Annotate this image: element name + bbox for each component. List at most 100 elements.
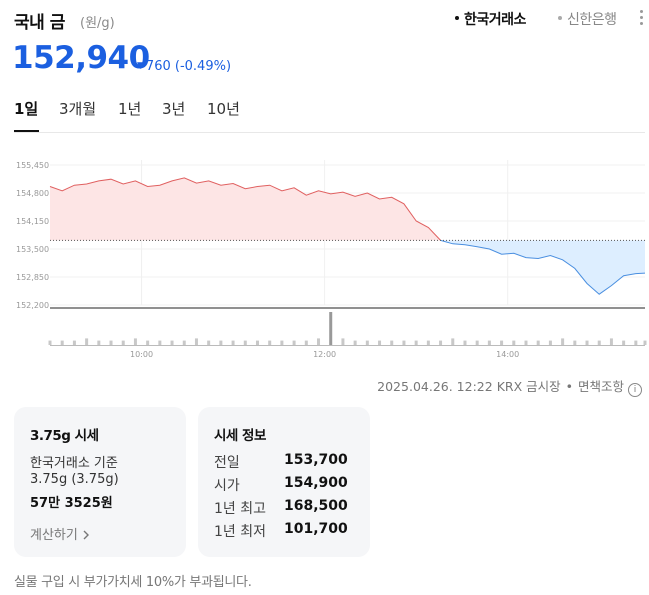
- price-info-card: 시세 정보 전일 153,700 시가 154,900 1년 최고 168,50…: [198, 407, 370, 557]
- market-name: KRX 금시장: [496, 379, 561, 394]
- up-area: [50, 177, 441, 241]
- source-tab-krx[interactable]: 한국거래소: [455, 9, 526, 29]
- volume-bar: [643, 340, 647, 345]
- volume-bar: [561, 338, 565, 345]
- volume-bar: [487, 340, 491, 345]
- volume-bar: [219, 340, 223, 345]
- volume-bar: [622, 340, 626, 345]
- volume-bar: [341, 338, 345, 345]
- volume-bar: [48, 340, 52, 345]
- source-label: 한국거래소: [464, 12, 526, 28]
- disclaimer-link[interactable]: 면책조항: [577, 379, 624, 394]
- calculate-label: 계산하기: [30, 528, 78, 543]
- tabs-divider: [14, 132, 645, 133]
- more-options-icon[interactable]: [640, 10, 644, 28]
- volume-bar: [439, 340, 443, 345]
- volume-bar: [158, 340, 162, 345]
- volume-bar: [243, 340, 247, 345]
- timestamp: 2025.04.26. 12:22: [377, 379, 493, 394]
- separator: •: [565, 379, 573, 394]
- y-tick-label: 155,450: [16, 161, 49, 170]
- volume-bar: [402, 340, 406, 345]
- volume-bar: [500, 340, 504, 345]
- volume-bar: [121, 340, 125, 345]
- volume-bar: [170, 340, 174, 345]
- volume-bar: [426, 340, 430, 345]
- x-tick-label: 10:00: [130, 350, 153, 359]
- volume-bar: [255, 340, 259, 345]
- volume-bar: [573, 340, 577, 345]
- year-high-label: 1년 최고: [214, 501, 266, 517]
- up-line: [49, 177, 441, 241]
- tab-3y[interactable]: 3년: [162, 100, 186, 118]
- prev-close-value: 153,700: [284, 452, 348, 468]
- y-tick-label: 154,800: [16, 189, 49, 198]
- volume-bar: [133, 338, 137, 345]
- open-value: 154,900: [284, 475, 348, 491]
- volume-bar: [536, 340, 540, 345]
- tab-1d[interactable]: 1일: [14, 100, 39, 118]
- down-line: [440, 239, 646, 295]
- source-tab-shinhan[interactable]: 신한은행: [558, 9, 617, 29]
- weight-text: 3.75g (3.75g): [30, 472, 119, 487]
- volume-bar: [329, 312, 333, 345]
- volume-bar: [414, 340, 418, 345]
- tab-1y[interactable]: 1년: [118, 100, 142, 118]
- active-tab-indicator: [14, 130, 39, 132]
- year-high-value: 168,500: [284, 498, 348, 514]
- open-label: 시가: [214, 478, 240, 494]
- volume-bar: [634, 340, 638, 345]
- x-tick-label: 12:00: [313, 350, 336, 359]
- current-price: 152,940: [12, 40, 150, 76]
- unit-price-card: 3.75g 시세 한국거래소 기준 3.75g (3.75g) 57만 3525…: [14, 407, 186, 557]
- volume-bar: [72, 340, 76, 345]
- chevron-right-icon: [83, 530, 89, 540]
- down-arrow-icon: ▼: [137, 61, 144, 71]
- volume-bar: [353, 340, 357, 345]
- volume-bar: [85, 338, 89, 345]
- y-tick-label: 152,850: [16, 273, 49, 282]
- tab-10y[interactable]: 10년: [207, 100, 240, 118]
- price-chart[interactable]: 155,450 154,800 154,150 153,500 152,850 152,2…: [0, 140, 649, 365]
- volume-bar: [390, 340, 394, 345]
- volume-bar: [378, 340, 382, 345]
- volume-bar: [524, 340, 528, 345]
- volume-bar: [597, 340, 601, 345]
- volume-bar: [475, 340, 479, 345]
- y-tick-label: 153,500: [16, 245, 49, 254]
- y-tick-label: 154,150: [16, 217, 49, 226]
- tab-3m[interactable]: 3개월: [59, 100, 97, 118]
- prev-close-label: 전일: [214, 455, 240, 471]
- year-low-value: 101,700: [284, 521, 348, 537]
- card-title: 3.75g 시세: [30, 428, 99, 444]
- change-percent: (-0.49%): [174, 59, 232, 74]
- volume-bar: [194, 338, 198, 345]
- page-title: 국내 금: [14, 13, 65, 33]
- volume-bar: [548, 340, 552, 345]
- volume-bar: [280, 340, 284, 345]
- volume-bar: [585, 340, 589, 345]
- volume-bar: [304, 340, 308, 345]
- calculate-link[interactable]: 계산하기: [30, 524, 90, 543]
- unit-label: (원/g): [80, 16, 115, 31]
- source-label: 신한은행: [567, 12, 617, 28]
- volume-bar: [207, 340, 211, 345]
- volume-bar: [609, 338, 613, 345]
- card-title: 시세 정보: [214, 428, 266, 444]
- chart-meta: 2025.04.26. 12:22 KRX 금시장 • 면책조항 i: [377, 376, 642, 397]
- volume-bar: [97, 340, 101, 345]
- volume-bar: [317, 338, 321, 345]
- volume-bar: [109, 340, 113, 345]
- y-tick-label: 152,200: [16, 301, 49, 310]
- year-low-label: 1년 최저: [214, 524, 266, 540]
- volume-bar: [512, 340, 516, 345]
- x-tick-label: 14:00: [496, 350, 519, 359]
- unselected-dot-icon: [558, 16, 562, 20]
- info-icon[interactable]: i: [628, 383, 642, 397]
- down-area: [440, 240, 645, 295]
- change-value: 760: [145, 59, 171, 74]
- price-change: ▼ 760 (-0.49%): [137, 59, 231, 74]
- selected-dot-icon: [455, 16, 459, 20]
- volume-bar: [231, 340, 235, 345]
- volume-bar: [463, 340, 467, 345]
